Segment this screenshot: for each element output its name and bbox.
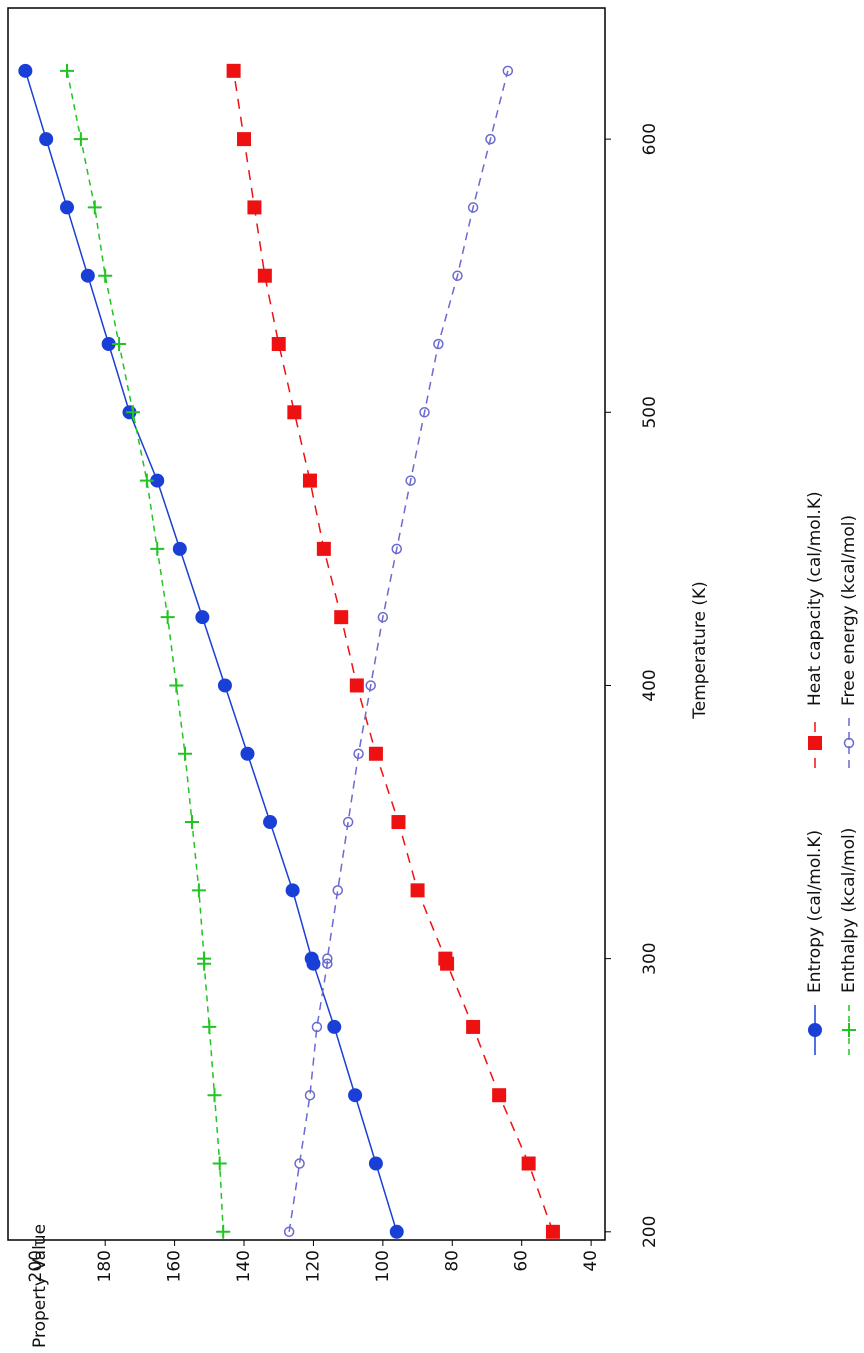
data-point bbox=[81, 269, 95, 283]
data-point bbox=[492, 1088, 506, 1102]
page: Property Value Temperature (K) 40 60 80 100… bbox=[0, 0, 864, 1353]
data-point bbox=[263, 815, 277, 829]
data-point bbox=[390, 1225, 404, 1239]
data-point bbox=[546, 1225, 560, 1239]
y-tick-label: 160 bbox=[165, 1250, 185, 1282]
data-point bbox=[391, 815, 405, 829]
data-point bbox=[247, 200, 261, 214]
series-line bbox=[234, 71, 553, 1232]
data-point bbox=[466, 1020, 480, 1034]
data-point bbox=[522, 1157, 536, 1171]
legend-label: Heat capacity (cal/mol.K) bbox=[805, 491, 825, 706]
data-point bbox=[60, 200, 74, 214]
data-point bbox=[208, 1088, 222, 1102]
data-point bbox=[185, 815, 199, 829]
data-point bbox=[317, 542, 331, 556]
data-point bbox=[258, 269, 272, 283]
data-point bbox=[140, 474, 154, 488]
legend-label: Entropy (cal/mol.K) bbox=[805, 830, 825, 993]
data-point bbox=[237, 132, 251, 146]
data-point bbox=[411, 883, 425, 897]
data-point bbox=[272, 337, 286, 351]
data-point bbox=[334, 610, 348, 624]
series-line bbox=[67, 71, 223, 1232]
data-point bbox=[150, 542, 164, 556]
y-tick-label: 180 bbox=[95, 1250, 115, 1282]
data-point bbox=[218, 678, 232, 692]
legend-label: Free energy (kcal/mol) bbox=[839, 515, 859, 706]
x-tick-label: 200 bbox=[640, 1216, 660, 1248]
data-point bbox=[192, 883, 206, 897]
x-axis-title: Temperature (K) bbox=[690, 581, 710, 720]
y-tick-label: 80 bbox=[442, 1250, 462, 1272]
rotated-chart: Property Value Temperature (K) 40 60 80 100… bbox=[8, 8, 859, 1348]
y-axis-title: Property Value bbox=[30, 1224, 50, 1348]
data-point bbox=[327, 1020, 341, 1034]
x-tick-label: 500 bbox=[640, 396, 660, 428]
data-point bbox=[350, 678, 364, 692]
data-point bbox=[348, 1088, 362, 1102]
data-point bbox=[216, 1225, 230, 1239]
y-tick-label: 40 bbox=[581, 1250, 601, 1272]
data-point bbox=[305, 952, 319, 966]
data-point bbox=[195, 610, 209, 624]
y-tick-label: 60 bbox=[512, 1250, 532, 1272]
data-point bbox=[112, 337, 126, 351]
data-point bbox=[98, 269, 112, 283]
legend-marker bbox=[808, 1023, 822, 1037]
data-point bbox=[369, 1157, 383, 1171]
x-tick-label: 300 bbox=[640, 942, 660, 974]
chart: Property Value Temperature (K) 40 60 80 100… bbox=[0, 0, 864, 1353]
legend-marker bbox=[842, 1023, 856, 1037]
data-point bbox=[169, 678, 183, 692]
data-point bbox=[287, 405, 301, 419]
data-point bbox=[18, 64, 32, 78]
series-line bbox=[25, 71, 396, 1232]
data-point bbox=[173, 542, 187, 556]
data-point bbox=[74, 132, 88, 146]
data-point bbox=[227, 64, 241, 78]
data-point bbox=[202, 1020, 216, 1034]
y-tick-label: 100 bbox=[373, 1250, 393, 1282]
data-point bbox=[303, 474, 317, 488]
data-point bbox=[60, 64, 74, 78]
y-tick-label: 200 bbox=[26, 1250, 46, 1282]
data-point bbox=[88, 200, 102, 214]
data-point bbox=[286, 883, 300, 897]
plot-frame bbox=[8, 8, 605, 1240]
legend-label: Enthalpy (kcal/mol) bbox=[839, 828, 859, 993]
legend-marker bbox=[808, 736, 822, 750]
y-tick-label: 120 bbox=[303, 1250, 323, 1282]
x-tick-label: 600 bbox=[640, 123, 660, 155]
data-point bbox=[369, 747, 383, 761]
data-point bbox=[240, 747, 254, 761]
series-line bbox=[289, 71, 508, 1232]
x-tick-label: 400 bbox=[640, 669, 660, 701]
y-tick-label: 140 bbox=[234, 1250, 254, 1282]
data-point bbox=[161, 610, 175, 624]
data-point bbox=[178, 747, 192, 761]
data-point bbox=[39, 132, 53, 146]
data-point bbox=[213, 1157, 227, 1171]
data-point bbox=[438, 952, 452, 966]
